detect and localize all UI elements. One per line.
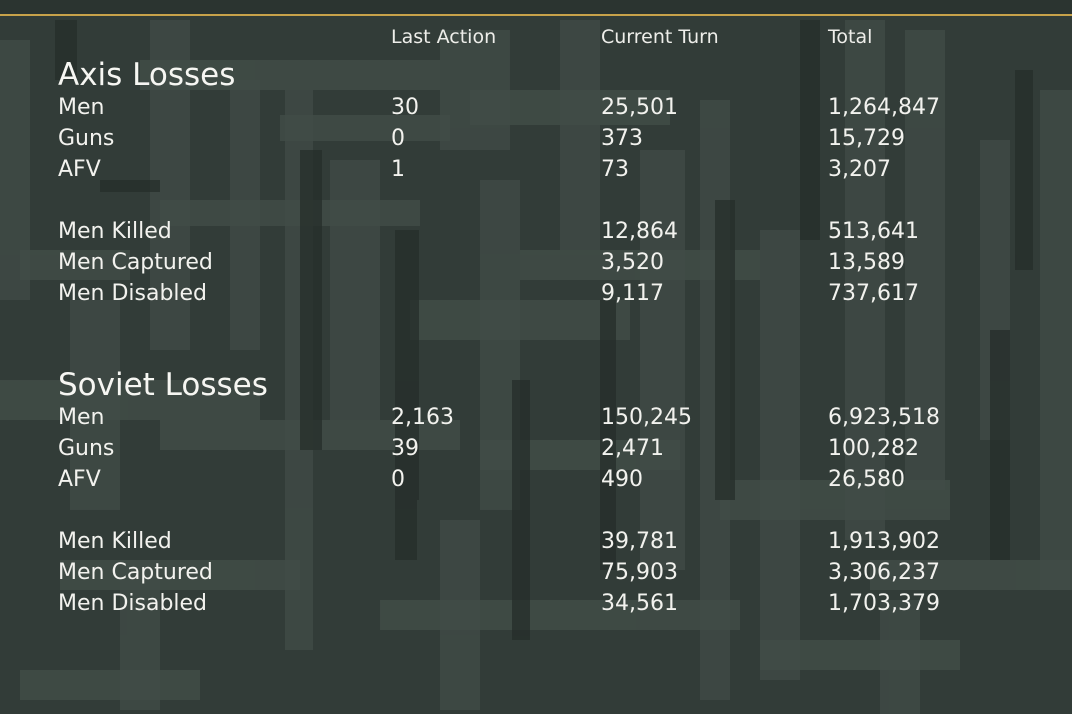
axis-men-total: 1,264,847 bbox=[828, 95, 940, 120]
soviet-afv-turn: 490 bbox=[601, 467, 643, 492]
header-current-turn: Current Turn bbox=[601, 26, 719, 48]
axis-losses-title: Axis Losses bbox=[58, 57, 236, 93]
axis-killed-turn: 12,864 bbox=[601, 219, 678, 244]
axis-row-label: Men bbox=[58, 95, 105, 120]
soviet-guns-last: 39 bbox=[391, 436, 419, 461]
axis-disabled-total: 737,617 bbox=[828, 281, 919, 306]
soviet-guns-total: 100,282 bbox=[828, 436, 919, 461]
axis-killed-total: 513,641 bbox=[828, 219, 919, 244]
axis-row-label: AFV bbox=[58, 157, 101, 182]
axis-row-label: Men Killed bbox=[58, 219, 172, 244]
soviet-disabled-total: 1,703,379 bbox=[828, 591, 940, 616]
soviet-disabled-turn: 34,561 bbox=[601, 591, 678, 616]
soviet-row-label: Men Killed bbox=[58, 529, 172, 554]
soviet-row-label: Men bbox=[58, 405, 105, 430]
soviet-losses-title: Soviet Losses bbox=[58, 367, 268, 403]
axis-guns-turn: 373 bbox=[601, 126, 643, 151]
axis-afv-turn: 73 bbox=[601, 157, 629, 182]
soviet-killed-total: 1,913,902 bbox=[828, 529, 940, 554]
soviet-captured-total: 3,306,237 bbox=[828, 560, 940, 585]
axis-disabled-turn: 9,117 bbox=[601, 281, 664, 306]
soviet-men-turn: 150,245 bbox=[601, 405, 692, 430]
soviet-captured-turn: 75,903 bbox=[601, 560, 678, 585]
axis-captured-total: 13,589 bbox=[828, 250, 905, 275]
soviet-men-last: 2,163 bbox=[391, 405, 454, 430]
header-last-action: Last Action bbox=[391, 26, 497, 48]
soviet-men-total: 6,923,518 bbox=[828, 405, 940, 430]
soviet-afv-last: 0 bbox=[391, 467, 405, 492]
axis-afv-last: 1 bbox=[391, 157, 405, 182]
axis-men-turn: 25,501 bbox=[601, 95, 678, 120]
axis-guns-last: 0 bbox=[391, 126, 405, 151]
soviet-row-label: Guns bbox=[58, 436, 115, 461]
soviet-row-label: AFV bbox=[58, 467, 101, 492]
axis-guns-total: 15,729 bbox=[828, 126, 905, 151]
axis-row-label: Men Captured bbox=[58, 250, 213, 275]
header-total: Total bbox=[828, 26, 873, 48]
soviet-afv-total: 26,580 bbox=[828, 467, 905, 492]
soviet-killed-turn: 39,781 bbox=[601, 529, 678, 554]
axis-afv-total: 3,207 bbox=[828, 157, 891, 182]
soviet-row-label: Men Captured bbox=[58, 560, 213, 585]
axis-men-last: 30 bbox=[391, 95, 419, 120]
soviet-guns-turn: 2,471 bbox=[601, 436, 664, 461]
axis-row-label: Men Disabled bbox=[58, 281, 208, 306]
axis-captured-turn: 3,520 bbox=[601, 250, 664, 275]
top-frame-border bbox=[0, 0, 1072, 16]
soviet-row-label: Men Disabled bbox=[58, 591, 208, 616]
axis-row-label: Guns bbox=[58, 126, 115, 151]
